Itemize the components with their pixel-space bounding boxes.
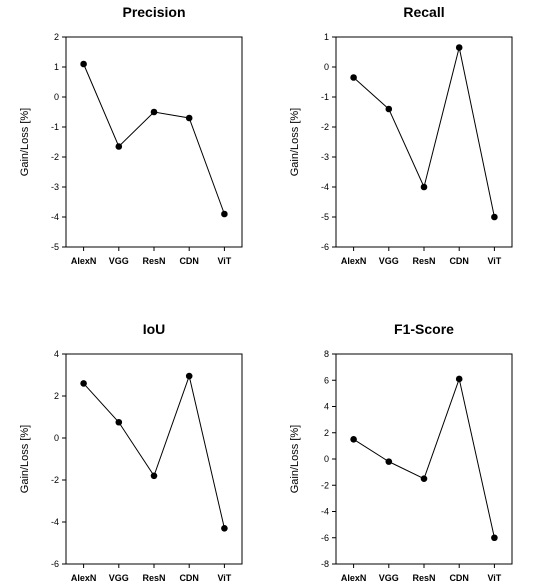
- y-tick-label: -6: [321, 533, 329, 543]
- data-point: [80, 380, 87, 387]
- x-tick-label: ResN: [412, 256, 435, 266]
- x-tick-label: VGG: [109, 573, 129, 583]
- y-tick-label: -4: [321, 182, 329, 192]
- y-tick-label: 4: [324, 402, 329, 412]
- chart-panel-4: F1-Score 8 6 4 2 0 -2 -4 -6 -8 AlexN VGG ResN CDN ViT G…: [289, 321, 513, 583]
- y-tick-label: 2: [54, 32, 59, 42]
- x-tick-label: AlexN: [341, 573, 367, 583]
- y-axis-label: Gain/Loss [%]: [289, 425, 301, 493]
- series-line: [353, 47, 495, 218]
- data-point: [150, 108, 158, 116]
- x-tick-label: ViT: [217, 573, 231, 583]
- x-tick-label: ResN: [142, 256, 165, 266]
- x-tick-label: ViT: [487, 256, 501, 266]
- y-tick-label: 6: [324, 375, 329, 385]
- y-tick-label: 0: [324, 62, 329, 72]
- plot-frame: [65, 36, 243, 248]
- y-tick-label: 2: [54, 391, 59, 401]
- y-tick-label: -2: [321, 480, 329, 490]
- chart-panel-1: Precision 2 1 0 -1 -2 -3 -4 -5 AlexN VGG ResN CDN ViT…: [19, 4, 243, 266]
- x-tick-label: VGG: [109, 256, 129, 266]
- data-point: [420, 475, 428, 482]
- data-point: [455, 375, 463, 383]
- x-tick-label: ViT: [217, 256, 231, 266]
- y-tick-label: 2: [324, 428, 329, 438]
- y-tick-label: -3: [51, 182, 59, 192]
- x-tick-label: ViT: [487, 573, 501, 583]
- data-point: [385, 105, 393, 113]
- data-point: [350, 74, 357, 81]
- x-tick-label: VGG: [379, 573, 399, 583]
- y-tick-label: -6: [51, 559, 59, 569]
- x-tick-label: AlexN: [71, 573, 97, 583]
- y-tick-label: -1: [51, 122, 59, 132]
- series-line: [83, 63, 225, 215]
- chart-title: Precision: [122, 4, 185, 20]
- data-point: [491, 534, 498, 542]
- y-axis-label: Gain/Loss [%]: [19, 425, 31, 493]
- chart-title: F1-Score: [394, 321, 454, 337]
- x-tick-label: CDN: [179, 573, 199, 583]
- y-tick-label: -6: [321, 242, 329, 252]
- y-tick-label: -1: [321, 92, 329, 102]
- data-point: [491, 213, 498, 221]
- data-point: [221, 525, 228, 532]
- chart-panel-2: Recall 1 0 -1 -2 -3 -4 -5 -6 AlexN VGG ResN CDN ViT Ga…: [289, 4, 513, 266]
- x-tick-label: CDN: [449, 256, 469, 266]
- data-point: [80, 60, 87, 68]
- x-tick-label: AlexN: [71, 256, 97, 266]
- y-axis-label: Gain/Loss [%]: [289, 108, 301, 176]
- plot-frame: [335, 353, 513, 565]
- plot-frame: [65, 353, 243, 565]
- y-tick-label: 4: [54, 349, 59, 359]
- data-point: [350, 436, 357, 443]
- chart-title: Recall: [403, 4, 444, 20]
- y-tick-label: 1: [54, 62, 59, 72]
- x-tick-label: AlexN: [341, 256, 367, 266]
- data-point: [115, 143, 123, 150]
- data-point: [185, 372, 193, 380]
- y-tick-label: -8: [321, 559, 329, 569]
- data-point: [150, 472, 158, 480]
- y-axis-label: Gain/Loss [%]: [19, 108, 31, 176]
- x-tick-label: ResN: [412, 573, 435, 583]
- data-point: [455, 44, 463, 51]
- y-tick-label: -5: [51, 242, 59, 252]
- y-tick-label: 0: [54, 433, 59, 443]
- x-tick-label: CDN: [179, 256, 199, 266]
- y-tick-label: 8: [324, 349, 329, 359]
- data-point: [115, 418, 123, 426]
- y-tick-label: -2: [321, 122, 329, 132]
- plot-frame: [335, 36, 513, 248]
- y-tick-label: 0: [54, 92, 59, 102]
- y-tick-label: -3: [321, 152, 329, 162]
- data-point: [221, 210, 228, 218]
- x-tick-label: VGG: [379, 256, 399, 266]
- y-tick-label: -4: [321, 507, 329, 517]
- data-point: [420, 183, 428, 191]
- series-line: [353, 377, 495, 538]
- chart-title: IoU: [143, 321, 166, 337]
- y-tick-label: 0: [324, 454, 329, 464]
- y-tick-label: -4: [51, 212, 59, 222]
- data-point: [185, 114, 193, 122]
- x-tick-label: CDN: [449, 573, 469, 583]
- chart-panel-3: IoU 4 2 0 -2 -4 -6 AlexN VGG ResN CDN ViT Gain/Loss …: [19, 321, 243, 583]
- y-tick-label: -4: [51, 517, 59, 527]
- y-tick-label: -5: [321, 212, 329, 222]
- y-tick-label: 1: [324, 32, 329, 42]
- x-tick-label: ResN: [142, 573, 165, 583]
- data-point: [385, 458, 393, 465]
- y-tick-label: -2: [51, 475, 59, 485]
- series-line: [83, 374, 225, 529]
- y-tick-label: -2: [51, 152, 59, 162]
